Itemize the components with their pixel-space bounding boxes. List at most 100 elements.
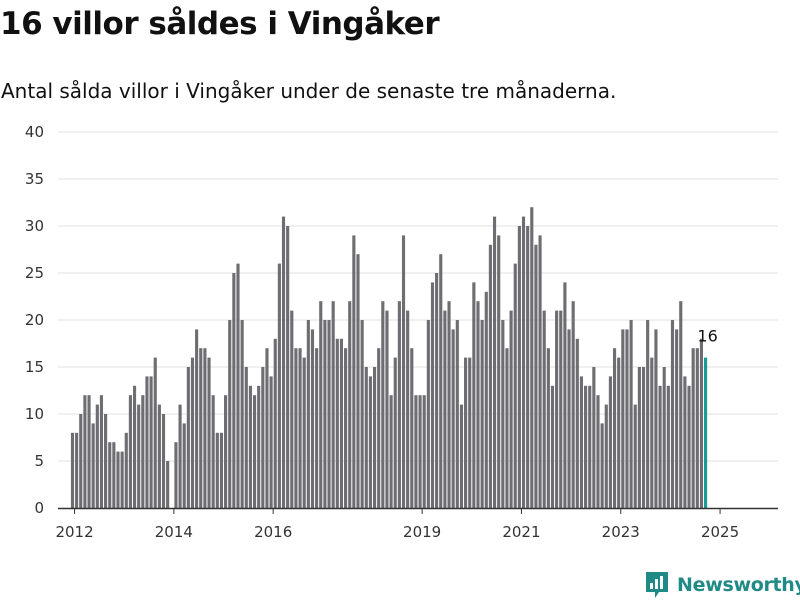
bars	[70, 207, 708, 509]
y-tick-label: 40	[25, 123, 44, 141]
bar	[269, 376, 273, 508]
bar	[124, 432, 128, 508]
bar	[368, 376, 372, 508]
bar	[344, 348, 348, 508]
bar	[248, 385, 252, 508]
bar	[588, 385, 592, 508]
bar	[662, 367, 666, 508]
bar	[422, 395, 426, 508]
bar	[70, 432, 75, 508]
bar	[455, 320, 459, 508]
bar	[339, 338, 344, 508]
bar	[240, 320, 244, 508]
bar	[563, 282, 567, 508]
bar	[286, 226, 290, 508]
bar	[410, 348, 414, 508]
bar	[281, 216, 286, 508]
bar	[203, 348, 207, 508]
x-tick-label: 2023	[602, 523, 640, 541]
bar	[215, 432, 219, 508]
bar	[650, 357, 654, 508]
bar	[182, 423, 186, 508]
bar	[401, 235, 406, 508]
brand[interactable]: Newsworthy	[644, 569, 800, 601]
bar	[75, 432, 79, 508]
bar	[476, 301, 480, 508]
bar	[608, 376, 612, 508]
bar	[352, 235, 356, 508]
bar	[501, 320, 505, 508]
bar	[310, 329, 315, 508]
bar	[153, 357, 157, 508]
y-tick-label: 30	[25, 217, 44, 235]
bar	[174, 442, 178, 508]
newsworthy-logo-icon	[646, 572, 668, 598]
bar	[414, 395, 418, 508]
bar	[157, 404, 161, 508]
bar	[575, 338, 579, 508]
x-tick-label: 2012	[55, 523, 93, 541]
bar	[323, 320, 327, 508]
bar	[654, 329, 658, 508]
bar	[687, 385, 691, 508]
bar	[219, 432, 224, 508]
bar	[236, 263, 240, 508]
bar	[435, 273, 439, 508]
bar	[137, 404, 141, 508]
bar	[128, 395, 132, 508]
bar	[526, 226, 530, 508]
bar	[348, 301, 352, 508]
bar	[513, 263, 517, 508]
bar	[675, 329, 679, 508]
y-tick-label: 0	[34, 499, 44, 517]
bar	[257, 385, 261, 508]
bar	[186, 367, 190, 508]
bar	[406, 310, 410, 508]
y-tick-label: 35	[25, 170, 44, 188]
bar	[517, 226, 521, 508]
bar	[617, 357, 621, 508]
bar	[464, 357, 468, 508]
chart-title: 16 villor såldes i Vingåker	[0, 6, 440, 42]
bar	[451, 329, 455, 508]
bar	[472, 282, 476, 508]
bar	[629, 320, 633, 508]
bar	[484, 291, 488, 508]
bar	[600, 423, 604, 508]
bar	[252, 395, 257, 508]
bar	[683, 376, 687, 508]
bar	[468, 357, 472, 508]
bar	[335, 338, 339, 508]
bar	[559, 310, 563, 508]
bar	[195, 329, 199, 508]
bar	[104, 414, 108, 508]
bar	[232, 273, 236, 508]
bar	[534, 244, 538, 509]
bar	[224, 395, 228, 508]
bar	[633, 404, 637, 508]
bar	[381, 301, 385, 508]
bar	[120, 451, 124, 508]
bar	[377, 348, 381, 508]
bar	[294, 348, 298, 508]
bar	[149, 376, 153, 508]
bar	[397, 301, 401, 508]
bar	[331, 301, 335, 508]
x-tick-label: 2021	[502, 523, 540, 541]
bar	[492, 216, 497, 508]
bar	[509, 310, 513, 508]
bar	[273, 338, 277, 508]
x-tick-label: 2025	[701, 523, 739, 541]
bar	[699, 338, 704, 508]
chart-subtitle: Antal sålda villor i Vingåker under de s…	[1, 79, 617, 103]
bar	[302, 357, 306, 508]
bar	[356, 254, 360, 508]
bar	[691, 348, 695, 508]
bar	[372, 367, 377, 508]
bar	[319, 301, 323, 508]
bar	[447, 301, 451, 508]
bar	[679, 301, 683, 508]
bar	[327, 320, 331, 508]
bar	[430, 282, 435, 508]
